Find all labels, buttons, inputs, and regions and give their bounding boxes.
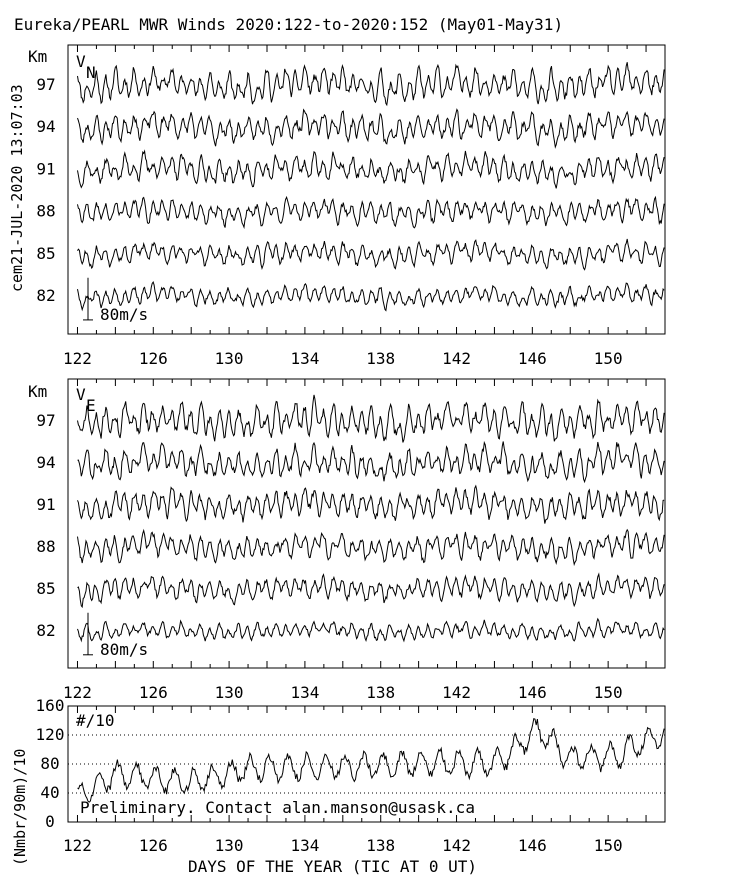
wind-series-line — [77, 572, 665, 609]
vn-height-labels: 97 94 91 88 85 82 — [36, 75, 55, 305]
height-label: 85 — [36, 244, 55, 263]
height-label: 82 — [36, 621, 55, 640]
contact-note: Preliminary. Contact alan.manson@usask.c… — [80, 798, 475, 817]
height-label: 94 — [36, 117, 55, 136]
count-y-tick-label: 160 — [36, 696, 65, 715]
ve-series-group — [77, 394, 665, 643]
vn-unit-label: Km — [28, 47, 47, 66]
height-label: 97 — [36, 411, 55, 430]
ve-unit-label: Km — [28, 382, 47, 401]
height-label: 91 — [36, 159, 55, 178]
wind-series-line — [77, 528, 665, 567]
vn-panel-frame — [67, 44, 666, 335]
x-tick-label: 150 — [594, 836, 623, 855]
ve-scale-bar-label: 80m/s — [100, 640, 148, 659]
x-tick-label: 134 — [290, 349, 319, 368]
x-tick-label: 134 — [290, 683, 319, 702]
chart-title: Eureka/PEARL MWR Winds 2020:122-to-2020:… — [14, 15, 563, 34]
vn-x-ticks: 122 126 130 134 138 142 146 150 — [63, 45, 647, 368]
wind-series-line — [77, 440, 665, 484]
height-label: 97 — [36, 75, 55, 94]
wind-series-line — [77, 617, 665, 643]
count-series-line — [77, 718, 665, 803]
vn-label-sub: N — [86, 63, 96, 82]
x-tick-label: 146 — [518, 836, 547, 855]
height-label: 82 — [36, 286, 55, 305]
vn-label-main: V — [76, 52, 86, 71]
x-tick-label: 126 — [139, 836, 168, 855]
timestamp-side-label: cem21-JUL-2020 13:07:03 — [8, 84, 26, 292]
x-tick-label: 122 — [63, 349, 92, 368]
wind-series-line — [77, 280, 665, 312]
x-axis-title: DAYS OF THE YEAR (TIC AT 0 UT) — [188, 857, 477, 876]
count-panel-label: #/10 — [76, 711, 115, 730]
x-tick-label: 150 — [594, 349, 623, 368]
x-tick-label: 150 — [594, 683, 623, 702]
ve-height-labels: 97 94 91 88 85 82 — [36, 411, 55, 640]
count-x-ticks: 122 126 130 134 138 142 146 150 — [63, 706, 647, 855]
wind-series-line — [77, 62, 665, 107]
ve-scale-bar — [83, 612, 93, 656]
height-label: 91 — [36, 495, 55, 514]
ve-panel: Km V E 80m/s 97 94 91 88 85 82 122 126 130 134 13… — [28, 378, 666, 702]
count-y-tick-label: 0 — [45, 812, 55, 831]
wind-series-line — [77, 394, 665, 443]
x-tick-label: 122 — [63, 836, 92, 855]
count-panel: #/10 Preliminary. Contact alan.manson@us… — [11, 696, 666, 866]
x-tick-label: 138 — [366, 836, 395, 855]
x-tick-label: 142 — [442, 836, 471, 855]
ve-x-ticks: 122 126 130 134 138 142 146 150 — [63, 379, 647, 702]
wind-series-line — [77, 195, 665, 230]
x-tick-label: 134 — [290, 836, 319, 855]
wind-series-line — [77, 149, 665, 189]
x-tick-label: 130 — [215, 349, 244, 368]
x-tick-label: 138 — [366, 683, 395, 702]
x-tick-label: 142 — [442, 683, 471, 702]
x-tick-label: 130 — [215, 836, 244, 855]
x-tick-label: 138 — [366, 349, 395, 368]
x-tick-label: 126 — [139, 683, 168, 702]
wind-series-line — [77, 484, 665, 524]
height-label: 94 — [36, 453, 55, 472]
x-tick-label: 146 — [518, 349, 547, 368]
ve-label-main: V — [76, 385, 86, 404]
count-y-axis-label: (Nmbr/90m)/10 — [11, 749, 29, 866]
count-y-tick-label: 40 — [40, 783, 59, 802]
count-y-ticks: 0 40 80 120 160 — [36, 696, 65, 831]
wind-series-line — [77, 108, 665, 149]
count-y-tick-label: 120 — [36, 725, 65, 744]
count-gridlines — [68, 734, 665, 794]
ve-panel-frame — [67, 378, 666, 669]
count-series-group — [77, 718, 665, 803]
x-tick-label: 142 — [442, 349, 471, 368]
height-label: 88 — [36, 202, 55, 221]
vn-series-group — [77, 62, 665, 312]
x-tick-label: 122 — [63, 683, 92, 702]
wind-series-line — [77, 238, 665, 271]
x-tick-label: 126 — [139, 349, 168, 368]
x-tick-label: 146 — [518, 683, 547, 702]
vn-scale-bar-label: 80m/s — [100, 305, 148, 324]
vn-panel: Km V N 80m/s 97 94 91 88 85 82 122 126 130 134 13… — [28, 44, 666, 368]
height-label: 88 — [36, 537, 55, 556]
ve-label-sub: E — [86, 396, 96, 415]
count-y-tick-label: 80 — [40, 754, 59, 773]
vn-scale-bar — [83, 277, 93, 321]
x-tick-label: 130 — [215, 683, 244, 702]
height-label: 85 — [36, 579, 55, 598]
